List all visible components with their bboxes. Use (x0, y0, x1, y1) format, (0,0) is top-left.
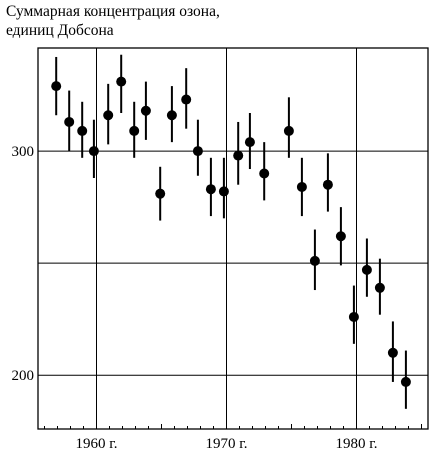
y-tick-label: 300 (12, 144, 35, 160)
data-point (77, 125, 88, 136)
data-point (88, 146, 99, 157)
data-point (296, 181, 307, 192)
x-tick-label: 1970 г. (206, 436, 248, 452)
data-point (374, 282, 385, 293)
data-point (155, 188, 166, 199)
data-point (218, 186, 229, 197)
data-point (348, 311, 359, 322)
plot-frame (37, 47, 429, 430)
data-point (233, 150, 244, 161)
chart-title: Суммарная концентрация озона, единиц Доб… (6, 2, 220, 40)
axis-ticks: 1960 г. 1970 г. 1980 г. 200 300 (12, 144, 422, 452)
data-point (166, 110, 177, 121)
data-point (192, 146, 203, 157)
data-point (335, 231, 346, 242)
data-point (205, 184, 216, 195)
data-point (129, 125, 140, 136)
data-point (181, 94, 192, 105)
data-point (64, 116, 75, 127)
x-tick-label: 1980 г. (336, 436, 378, 452)
data-point (322, 179, 333, 190)
data-point (387, 347, 398, 358)
data-point (361, 264, 372, 275)
data-point (283, 125, 294, 136)
chart-title-line-1: Суммарная концентрация озона, (6, 3, 220, 20)
data-point (309, 255, 320, 266)
data-point (400, 376, 411, 387)
data-point (103, 110, 114, 121)
data-points (51, 76, 411, 387)
grid-lines (38, 48, 428, 429)
error-bars (55, 54, 407, 409)
y-tick-label: 200 (12, 368, 35, 384)
data-point (259, 168, 270, 179)
data-point (244, 137, 255, 148)
chart-title-line-2: единиц Добсона (6, 22, 114, 39)
data-point (51, 81, 62, 92)
data-point (116, 76, 127, 87)
x-tick-label: 1960 г. (76, 436, 118, 452)
data-point (140, 105, 151, 116)
